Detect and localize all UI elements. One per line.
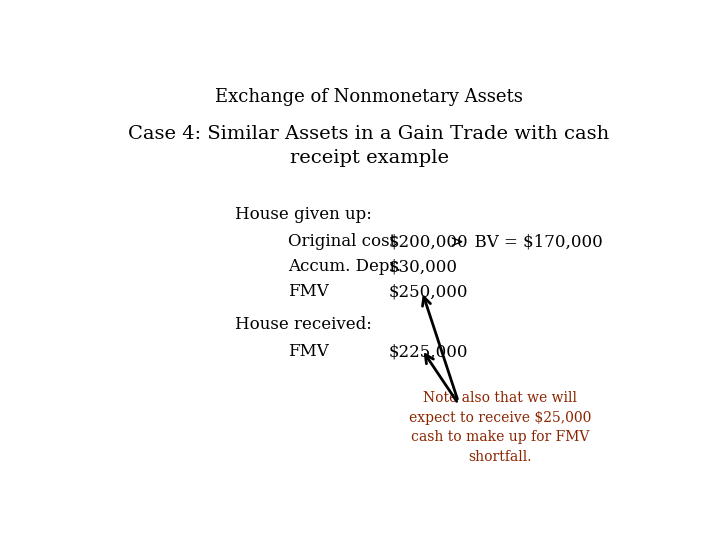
Text: House received:: House received: <box>235 316 372 333</box>
Text: $225,000: $225,000 <box>389 343 468 360</box>
Text: Note also that we will
expect to receive $25,000
cash to make up for FMV
shortfa: Note also that we will expect to receive… <box>409 391 591 464</box>
Text: $200,000: $200,000 <box>389 233 468 250</box>
Text: Original cost: Original cost <box>288 233 396 250</box>
Text: Accum. Depr.: Accum. Depr. <box>288 258 401 275</box>
Text: $250,000: $250,000 <box>389 283 468 300</box>
Text: >  BV = $170,000: > BV = $170,000 <box>450 233 603 250</box>
Text: FMV: FMV <box>288 343 329 360</box>
Text: FMV: FMV <box>288 283 329 300</box>
Text: House given up:: House given up: <box>235 206 372 223</box>
Text: Case 4: Similar Assets in a Gain Trade with cash
receipt example: Case 4: Similar Assets in a Gain Trade w… <box>128 125 610 167</box>
Text: Exchange of Nonmonetary Assets: Exchange of Nonmonetary Assets <box>215 87 523 106</box>
Text: $30,000: $30,000 <box>389 258 457 275</box>
